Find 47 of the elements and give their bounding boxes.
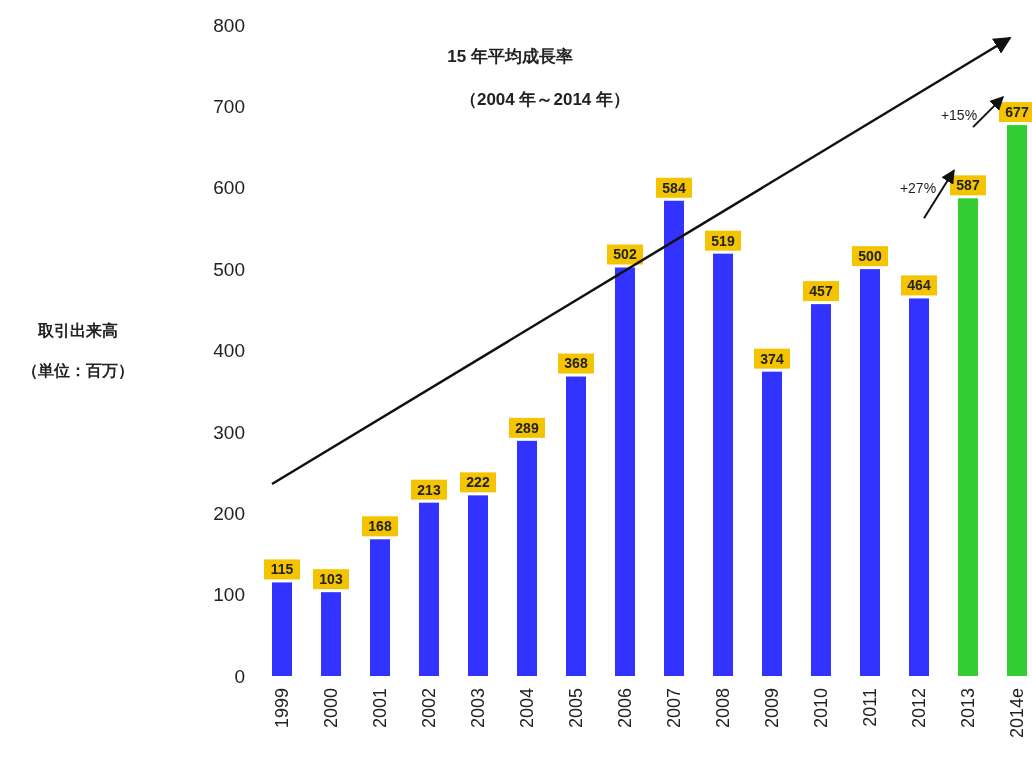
data-label: 368 bbox=[564, 355, 588, 372]
data-label: 168 bbox=[368, 518, 392, 535]
x-tick-label: 2011 bbox=[860, 688, 881, 727]
x-tick-label: 1999 bbox=[272, 688, 293, 729]
data-label: 519 bbox=[711, 232, 735, 249]
y-tick-label: 600 bbox=[213, 177, 245, 199]
data-label: 374 bbox=[760, 350, 784, 367]
text: （2004 年～2014 年） bbox=[459, 90, 631, 109]
x-tick-label: 2014e bbox=[1007, 688, 1028, 739]
x-tick-label: 2002 bbox=[419, 688, 440, 729]
text: （単位：百万） bbox=[22, 361, 134, 380]
data-label: 587 bbox=[956, 177, 980, 194]
data-label: 115 bbox=[270, 561, 294, 578]
x-tick-label: 2009 bbox=[762, 688, 783, 729]
y-tick-label: 700 bbox=[213, 96, 245, 118]
x-tick-label: 2005 bbox=[566, 688, 587, 729]
data-label: 457 bbox=[809, 283, 833, 300]
x-tick-label: 2006 bbox=[615, 688, 636, 729]
y-tick-label: 300 bbox=[213, 421, 245, 443]
data-label: 584 bbox=[662, 179, 686, 196]
y-tick-label: 200 bbox=[213, 502, 245, 524]
annotation: +27% bbox=[899, 180, 937, 197]
text: 15 年平均成長率 bbox=[447, 47, 573, 66]
text: 取引出来高 bbox=[37, 320, 118, 339]
y-tick-label: 0 bbox=[234, 665, 245, 687]
data-label: 222 bbox=[466, 474, 490, 491]
x-tick-label: 2013 bbox=[958, 688, 979, 729]
data-label: 502 bbox=[613, 246, 637, 263]
x-tick-label: 2012 bbox=[909, 688, 930, 729]
data-label: 500 bbox=[858, 248, 882, 265]
x-tick-label: 2010 bbox=[811, 688, 832, 729]
x-tick-label: 2004 bbox=[517, 688, 538, 729]
y-tick-label: 100 bbox=[213, 584, 245, 606]
x-tick-label: 2000 bbox=[321, 688, 342, 729]
x-tick-label: 2007 bbox=[664, 688, 685, 729]
data-label: 464 bbox=[907, 277, 931, 294]
x-tick-label: 2008 bbox=[713, 688, 734, 729]
y-tick-label: 500 bbox=[213, 258, 245, 280]
annotation: +15% bbox=[940, 106, 978, 123]
data-label: 677 bbox=[1005, 103, 1029, 120]
x-tick-label: 2003 bbox=[468, 688, 489, 729]
data-label: 103 bbox=[319, 571, 343, 588]
data-label: 289 bbox=[515, 419, 539, 436]
y-tick-label: 800 bbox=[213, 14, 245, 36]
x-tick-label: 2001 bbox=[370, 688, 391, 729]
y-tick-label: 400 bbox=[213, 340, 245, 362]
data-label: 213 bbox=[417, 481, 441, 498]
